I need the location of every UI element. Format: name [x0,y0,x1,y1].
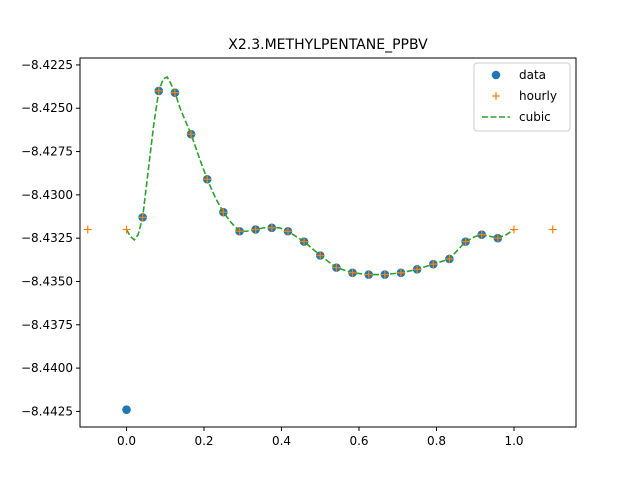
y-tick-label: −8.4400 [21,361,73,375]
legend-box [473,62,571,132]
legend-label: cubic [519,110,551,124]
hourly-point [510,225,518,234]
hourly-point [267,223,276,232]
hourly-point [154,86,163,95]
legend-label: data [519,68,546,82]
hourly-point [413,265,422,274]
hourly-point [83,225,92,234]
x-axis: 0.0 0.2 0.4 0.6 0.8 1.0 [117,427,524,448]
hourly-point [219,208,228,217]
y-tick-label: −8.4225 [21,58,73,72]
hourly-point [316,251,325,260]
hourly-point [364,270,373,279]
hourly-point [461,237,470,246]
y-tick-label: −8.4250 [21,101,73,115]
plot-frame [79,57,577,428]
hourly-point [548,225,557,234]
cubic-line [125,76,515,276]
hourly-point [380,270,389,279]
x-tick-label: 1.0 [504,434,523,448]
x-tick-label: 0.4 [272,434,291,448]
y-tick-label: −8.4425 [21,404,73,418]
hourly-point [477,230,486,239]
hourly-point [122,225,131,234]
legend-marker-data [491,70,501,80]
x-tick-label: 0.8 [427,434,446,448]
data-point [122,405,131,414]
hourly-point [187,130,196,139]
hourly-point [283,227,292,236]
hourly-point [251,225,260,234]
y-tick-label: −8.4325 [21,231,73,245]
legend: data hourly cubic [473,62,571,132]
y-axis: −8.4225 −8.4250 −8.4275 −8.4300 −8.4325 −8.43… [21,58,80,418]
hourly-point [138,213,147,222]
chart-title: X2.3.METHYLPENTANE_PPBV [228,37,428,53]
hourly-point [170,88,179,97]
y-tick-label: −8.4300 [21,188,73,202]
y-tick-label: −8.4375 [21,318,73,332]
hourly-point [396,268,405,277]
hourly-point [493,234,502,243]
plot-area [83,76,557,414]
y-tick-label: −8.4275 [21,145,73,159]
x-tick-label: 0.0 [117,434,136,448]
x-tick-label: 0.6 [349,434,368,448]
hourly-point [445,254,454,263]
x-tick-label: 0.2 [194,434,213,448]
hourly-point [332,263,341,272]
legend-label: hourly [519,89,557,103]
hourly-point [300,237,309,246]
hourly-point [235,227,244,236]
hourly-point [348,268,357,277]
hourly-point [203,175,212,184]
y-tick-label: −8.4350 [21,274,73,288]
hourly-point [429,260,438,269]
